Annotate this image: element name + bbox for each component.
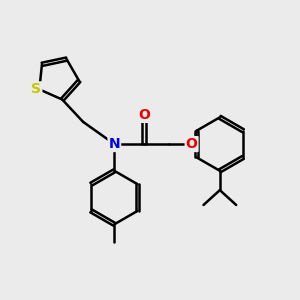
Text: S: S: [32, 82, 41, 96]
Text: O: O: [186, 137, 197, 151]
Text: O: O: [138, 108, 150, 122]
Text: N: N: [109, 137, 120, 151]
